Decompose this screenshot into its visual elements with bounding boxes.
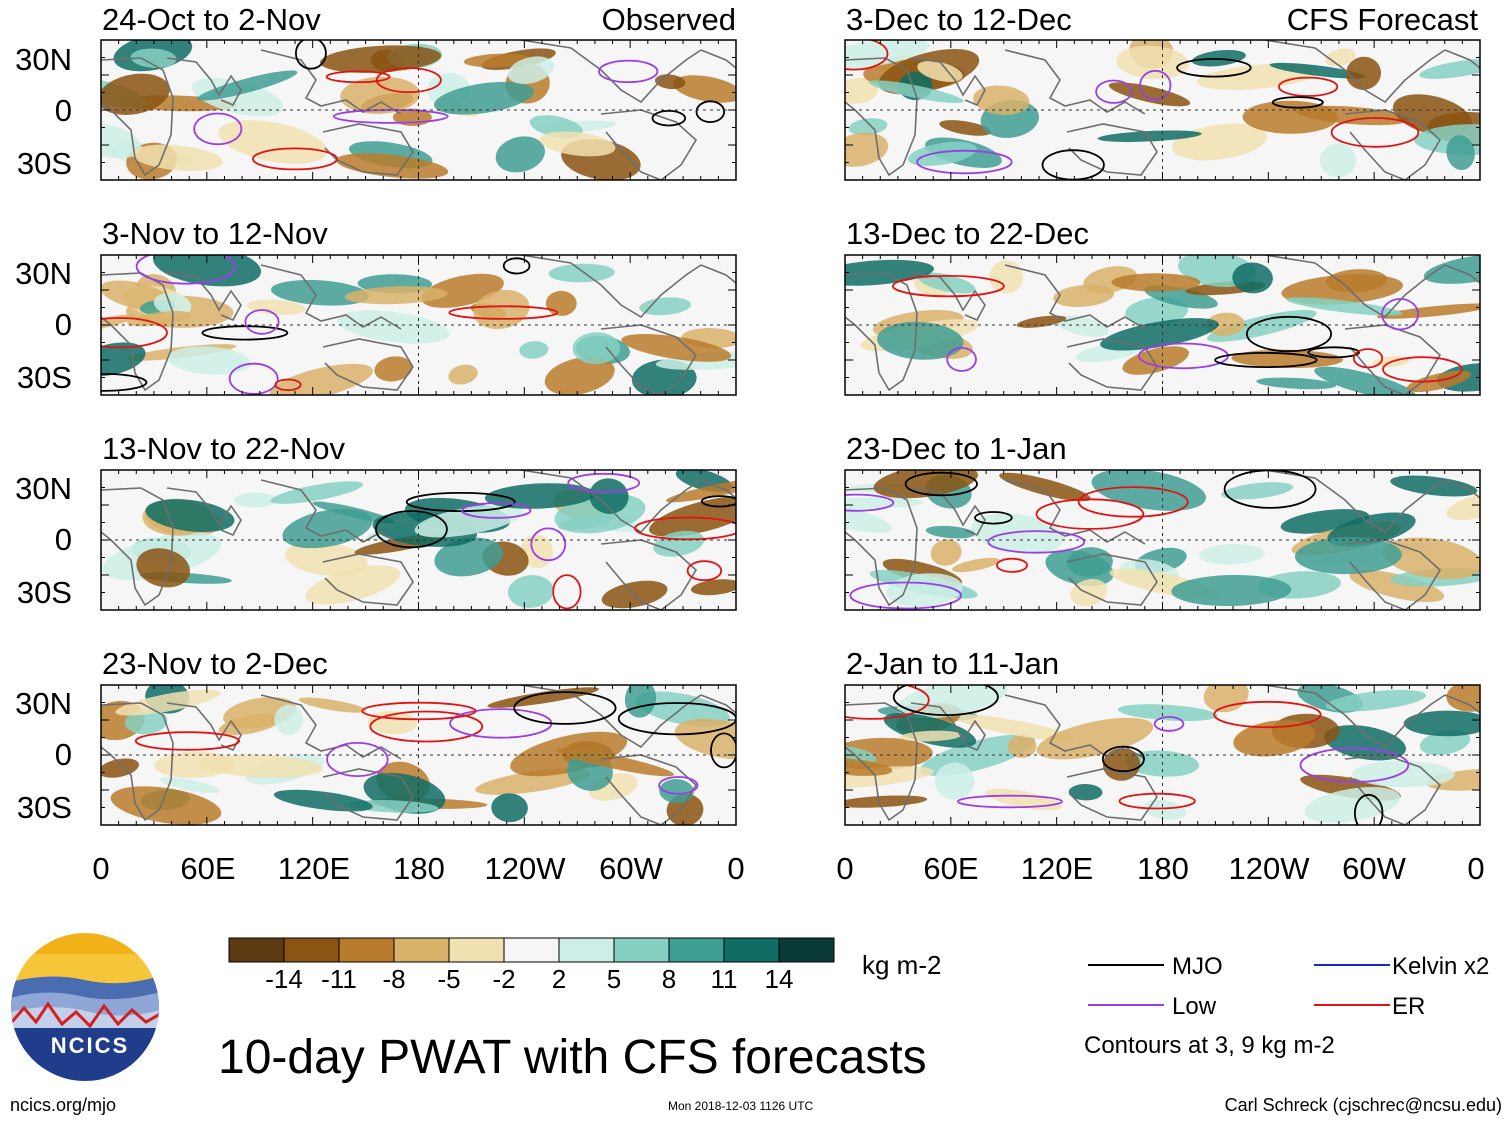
contour-note: Contours at 3, 9 kg m-2 — [1084, 1032, 1335, 1059]
xlabel-0: 0 — [92, 851, 110, 886]
xlabel-120e: 120E — [1020, 851, 1094, 886]
ylabel-30n: 30N — [15, 42, 72, 77]
legend-label-low: Low — [1172, 993, 1217, 1020]
map-panels — [100, 39, 1481, 826]
map-panel — [844, 469, 1481, 611]
legend-label-er: ER — [1392, 993, 1426, 1020]
ncics-logo — [11, 933, 159, 1081]
panel-title-observed-1: 24-Oct to 2-Nov — [102, 2, 321, 37]
legend-swatches — [1088, 964, 1390, 1006]
ylabel-eq: 0 — [54, 522, 72, 557]
ylabel-30n: 30N — [15, 256, 72, 291]
colorbar-tick-label: 11 — [710, 964, 738, 994]
colorbar — [228, 937, 835, 963]
xlabel-0-end: 0 — [1467, 851, 1485, 886]
xlabel-60e: 60E — [180, 851, 236, 886]
map-panel — [844, 684, 1481, 826]
xlabel-60w: 60W — [1342, 851, 1406, 886]
panel-title-observed-2: 3-Nov to 12-Nov — [102, 216, 328, 251]
figure-title: 10-day PWAT with CFS forecasts — [218, 1031, 927, 1084]
legend-label-mjo: MJO — [1172, 953, 1223, 980]
panel-title-forecast-1: 3-Dec to 12-Dec — [846, 2, 1072, 37]
timestamp: Mon 2018-12-03 1126 UTC — [668, 1099, 814, 1113]
panel-title-forecast-4: 2-Jan to 11-Jan — [846, 646, 1060, 681]
author-credit: Carl Schreck (cjschrec@ncsu.edu) — [1224, 1095, 1502, 1115]
panel-title-observed-3: 13-Nov to 22-Nov — [102, 431, 345, 466]
observed-label: Observed — [601, 2, 736, 37]
colorbar-tick-label: -2 — [492, 964, 516, 994]
ylabel-30n: 30N — [15, 686, 72, 721]
colorbar-tick-label: 14 — [764, 964, 794, 994]
colorbar-segment — [448, 937, 505, 963]
colorbar-tick-label: -14 — [265, 964, 303, 994]
ylabel-30s: 30S — [16, 575, 72, 610]
xlabel-180: 180 — [1137, 851, 1189, 886]
colorbar-segment — [393, 937, 450, 963]
colorbar-segment — [503, 937, 560, 963]
xlabel-60e: 60E — [923, 851, 979, 886]
panel-title-forecast-3: 23-Dec to 1-Jan — [846, 431, 1067, 466]
colorbar-tick-label: 2 — [551, 964, 567, 994]
map-panel — [100, 469, 737, 611]
colorbar-tick-label: -5 — [437, 964, 461, 994]
ylabel-30s: 30S — [16, 360, 72, 395]
colorbar-segment — [778, 937, 835, 963]
xlabel-120w: 120W — [1228, 851, 1310, 886]
map-panel — [100, 684, 737, 826]
map-panel — [100, 39, 737, 181]
xlabel-0-end: 0 — [727, 851, 745, 886]
legend-label-kelvin: Kelvin x2 — [1392, 953, 1490, 980]
colorbar-segment — [723, 937, 780, 963]
colorbar-segment — [338, 937, 395, 963]
ylabel-30n: 30N — [15, 471, 72, 506]
xlabel-0: 0 — [836, 851, 854, 886]
colorbar-tick-label: 8 — [661, 964, 677, 994]
ylabel-eq: 0 — [54, 737, 72, 772]
panel-title-forecast-2: 13-Dec to 22-Dec — [846, 216, 1089, 251]
colorbar-tick-label: -8 — [382, 964, 406, 994]
xlabel-120e: 120E — [277, 851, 351, 886]
ylabel-30s: 30S — [16, 146, 72, 181]
map-panel — [844, 254, 1481, 396]
panel-title-observed-4: 23-Nov to 2-Dec — [102, 646, 328, 681]
ylabel-eq: 0 — [54, 307, 72, 342]
xlabel-180: 180 — [393, 851, 445, 886]
logo-text: NCICS — [50, 1033, 130, 1058]
site-url: ncics.org/mjo — [10, 1095, 117, 1115]
colorbar-segment — [613, 937, 670, 963]
map-panel — [100, 254, 737, 396]
colorbar-tick-label: 5 — [606, 964, 622, 994]
colorbar-units: kg m-2 — [862, 950, 942, 980]
xlabel-60w: 60W — [599, 851, 663, 886]
colorbar-segment — [668, 937, 725, 963]
ylabel-eq: 0 — [54, 93, 72, 128]
xlabel-120w: 120W — [484, 851, 566, 886]
ylabel-30s: 30S — [16, 790, 72, 825]
colorbar-segment — [283, 937, 340, 963]
colorbar-segment — [558, 937, 615, 963]
colorbar-tick-label: -11 — [321, 964, 357, 994]
colorbar-segment — [228, 937, 285, 963]
map-panel — [844, 39, 1481, 181]
forecast-label: CFS Forecast — [1286, 2, 1478, 37]
